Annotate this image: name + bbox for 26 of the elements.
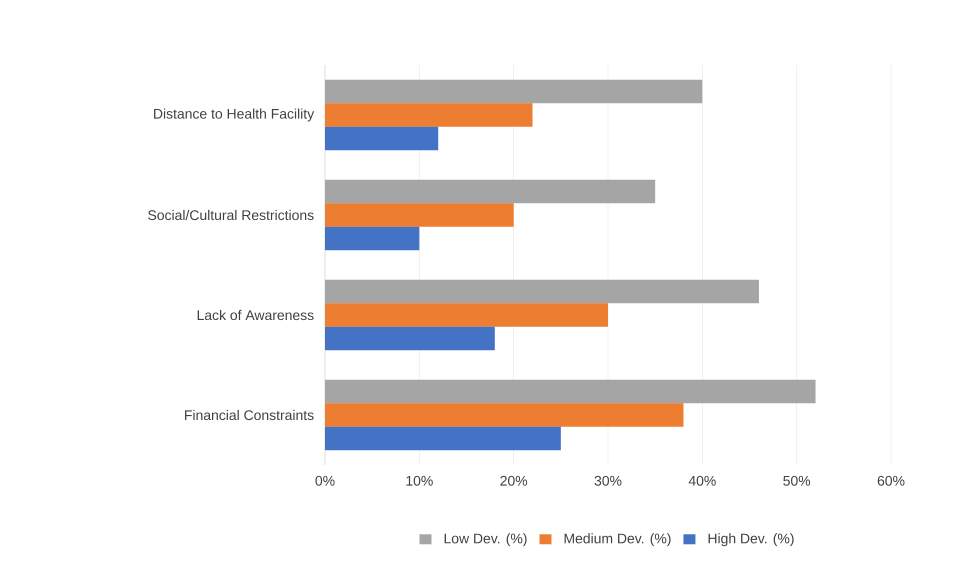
y-tick-label: Social/Cultural Restrictions xyxy=(148,210,314,220)
y-tick-label: Distance to Health Facility xyxy=(154,108,314,122)
legend-label: High Dev. (%) xyxy=(708,533,794,546)
legend-label: Medium Dev. (%) xyxy=(564,533,671,546)
y-tick-label: Financial Constraints xyxy=(185,410,314,420)
bar xyxy=(325,226,420,250)
bar xyxy=(325,380,816,404)
bar xyxy=(325,280,759,304)
x-tick-label: 60% xyxy=(878,476,904,486)
x-tick-label: 10% xyxy=(406,476,433,486)
y-tick-label: Lack of Awareness xyxy=(198,310,314,320)
legend-label: Low Dev. (%) xyxy=(444,533,527,546)
x-tick-label: 40% xyxy=(688,476,716,486)
bar xyxy=(325,80,702,104)
bar xyxy=(325,326,495,350)
bar xyxy=(325,126,438,150)
x-tick-label: 20% xyxy=(500,476,528,486)
bar xyxy=(325,103,533,127)
x-tick-label: 50% xyxy=(783,476,810,486)
bar xyxy=(325,403,684,427)
bar xyxy=(325,180,656,204)
bar xyxy=(325,426,561,450)
x-tick-label: 0% xyxy=(315,476,335,486)
bar xyxy=(325,303,608,327)
x-tick-label: 30% xyxy=(594,476,622,486)
bar xyxy=(325,203,514,227)
